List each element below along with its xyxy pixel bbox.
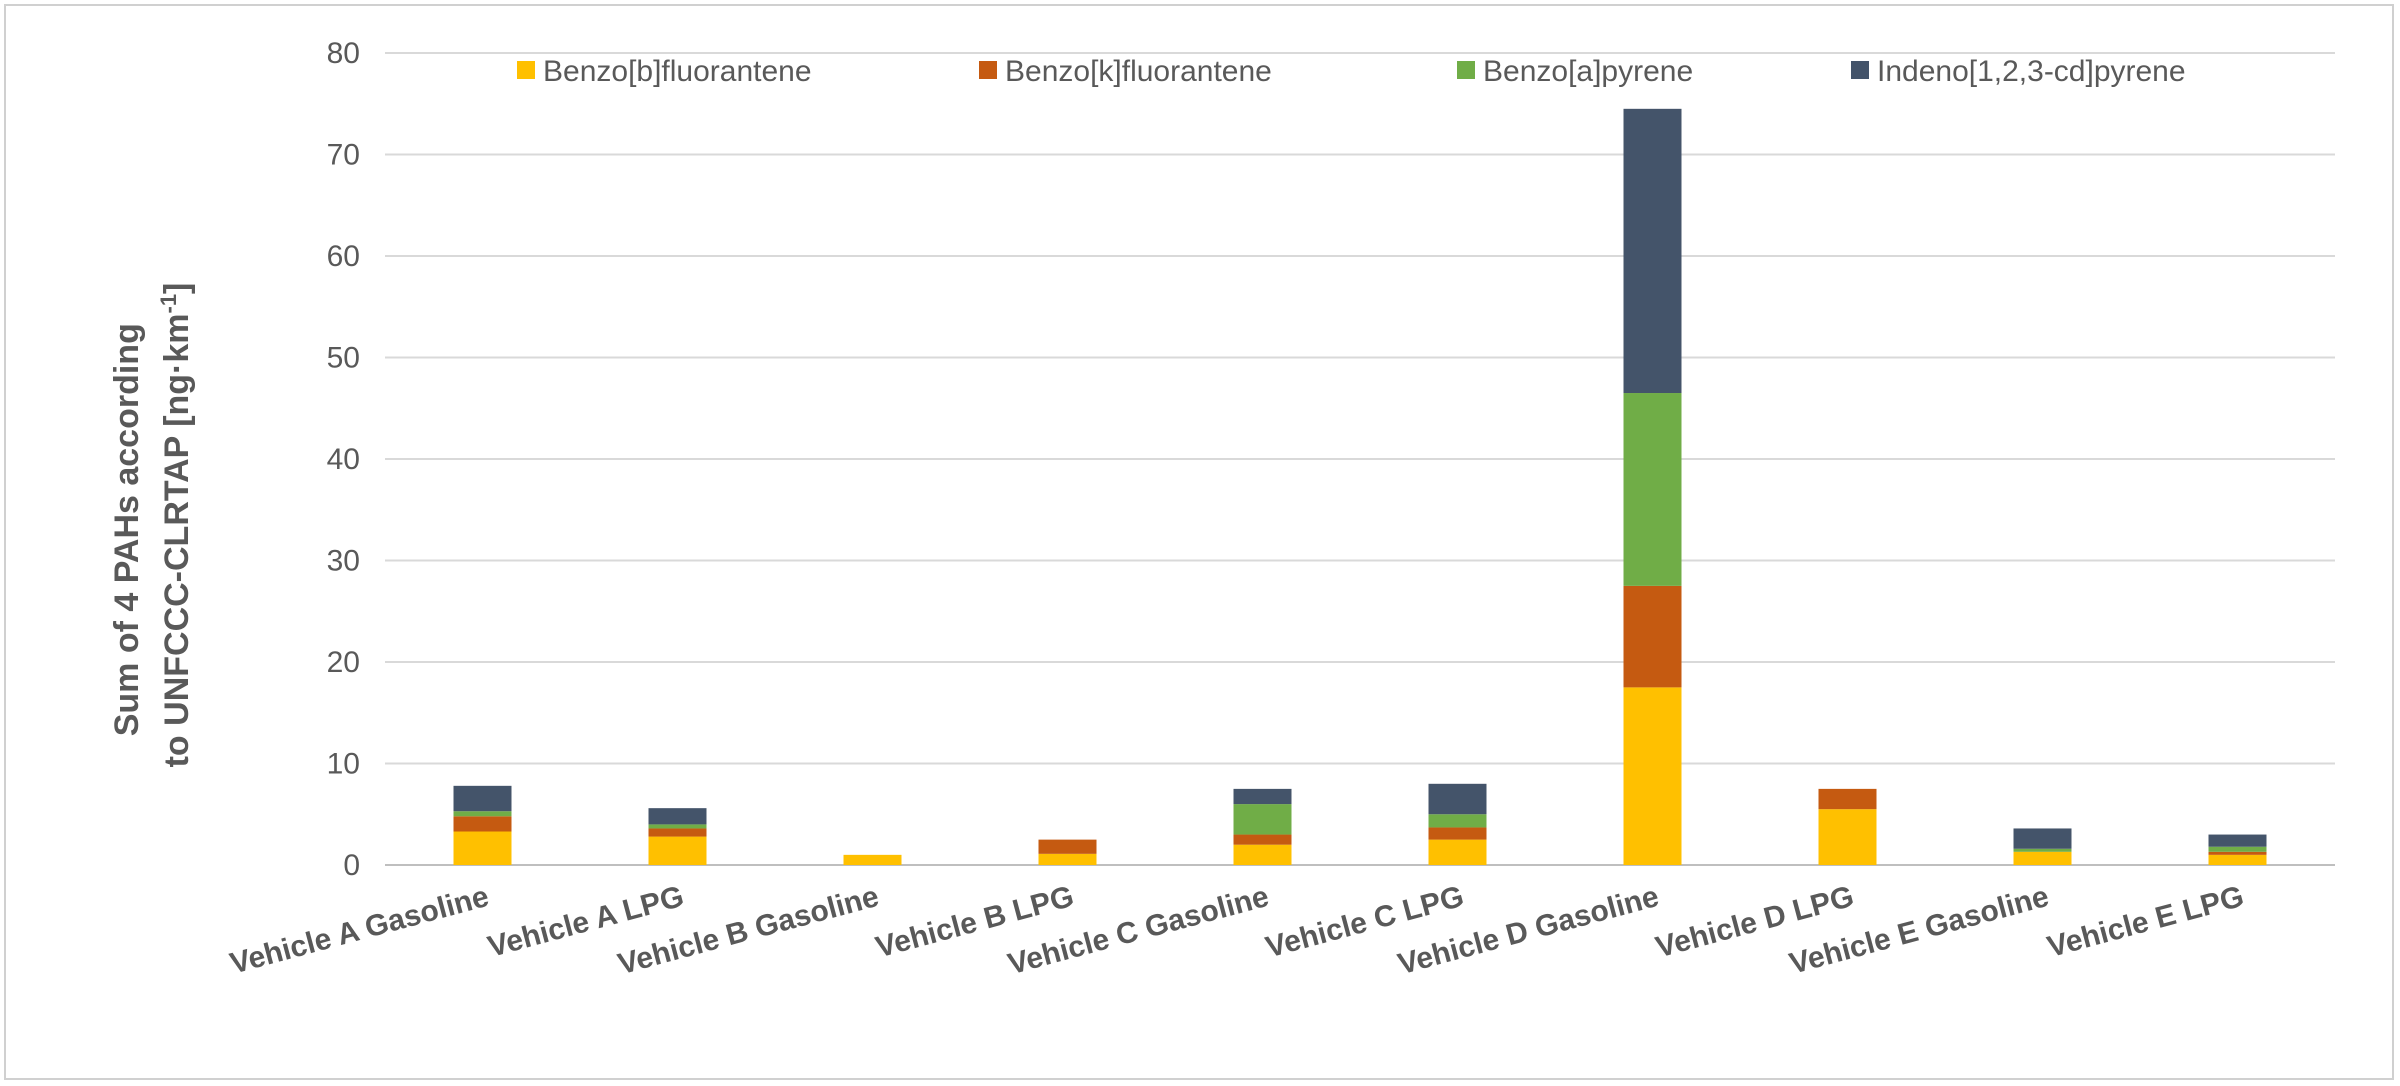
y-tick-label: 30 (327, 545, 360, 578)
bar-segment (1818, 809, 1877, 865)
bar-segment (1428, 783, 1487, 815)
bar-segment (648, 808, 707, 825)
y-tick-label: 70 (327, 139, 360, 172)
legend-label: Benzo[a]pyrene (1483, 55, 1693, 88)
y-axis-label-line-1: Sum of 4 PAHs according (108, 323, 146, 736)
y-tick-label: 50 (327, 342, 360, 375)
legend-item: Benzo[b]fluorantene (517, 55, 812, 88)
bar-segment (1233, 844, 1292, 865)
bar-segment (2208, 854, 2267, 865)
bar-stack (453, 785, 512, 865)
legend-label: Benzo[b]fluorantene (543, 55, 812, 88)
bar-segment (648, 824, 707, 829)
bar-segment (2208, 834, 2267, 847)
legend-swatch (517, 61, 535, 79)
bar-segment (1428, 839, 1487, 865)
bar-segment (1233, 804, 1292, 835)
bar-stack (2208, 834, 2267, 865)
bar-segment (1233, 788, 1292, 805)
bar-segment (453, 831, 512, 865)
gridlines (385, 52, 2335, 866)
bar-segment (2013, 828, 2072, 849)
bar-stack (1428, 783, 1487, 865)
y-axis-label-superscript: -1 (156, 294, 181, 314)
y-tick-label: 0 (343, 849, 360, 882)
bar-segment (1818, 788, 1877, 810)
bars (453, 108, 2267, 865)
legend-label: Benzo[k]fluorantene (1005, 55, 1272, 88)
y-tick-label: 80 (327, 37, 360, 70)
bar-segment (1623, 393, 1682, 586)
bar-segment (453, 811, 512, 817)
bar-stack (1038, 839, 1097, 865)
bar-segment (648, 828, 707, 837)
y-axis-label-close: ] (158, 283, 196, 294)
bar-stack (648, 808, 707, 865)
y-tick-label: 40 (327, 443, 360, 476)
legend-swatch (1457, 61, 1475, 79)
legend-label: Indeno[1,2,3-cd]pyrene (1877, 55, 2186, 88)
bar-segment (2013, 848, 2072, 852)
bar-segment (2208, 846, 2267, 852)
bar-segment (1428, 827, 1487, 840)
bar-stack (843, 854, 902, 865)
bar-stack (1233, 788, 1292, 865)
bar-stack (1623, 108, 1682, 865)
legend-item: Benzo[a]pyrene (1457, 55, 1693, 88)
y-tick-label: 10 (327, 748, 360, 781)
chart-frame (4, 4, 2394, 1080)
y-axis-label-line-2: to UNFCCC-CLRTAP [ng·km (158, 313, 196, 767)
bar-segment (1623, 585, 1682, 688)
bar-segment (648, 836, 707, 865)
bar-segment (1623, 108, 1682, 394)
legend-swatch (1851, 61, 1869, 79)
bar-segment (2013, 851, 2072, 865)
bar-stack (2013, 828, 2072, 865)
bar-segment (453, 816, 512, 832)
legend-swatch (979, 61, 997, 79)
bar-segment (843, 854, 902, 865)
bar-segment (1038, 853, 1097, 865)
x-tick-label: Vehicle A Gasoline (227, 880, 493, 981)
bar-stack (1818, 788, 1877, 865)
y-axis-ticks: 0 10 20 30 40 50 60 70 80 (327, 37, 360, 882)
y-tick-label: 20 (327, 646, 360, 679)
legend-item: Indeno[1,2,3-cd]pyrene (1851, 55, 2186, 88)
bar-segment (453, 785, 512, 812)
legend-item: Benzo[k]fluorantene (979, 55, 1272, 88)
legend: Benzo[b]fluorantene Benzo[k]fluorantene Be… (517, 55, 2186, 88)
bar-segment (2208, 851, 2267, 855)
bar-segment (1428, 814, 1487, 828)
bar-segment (1623, 687, 1682, 865)
x-tick-label: Vehicle E LPG (2044, 880, 2247, 964)
bar-segment (1038, 839, 1097, 854)
bar-segment (1233, 834, 1292, 845)
y-tick-label: 60 (327, 240, 360, 273)
y-axis-label: Sum of 4 PAHs according to UNFCCC-CLRTAP… (108, 283, 196, 768)
